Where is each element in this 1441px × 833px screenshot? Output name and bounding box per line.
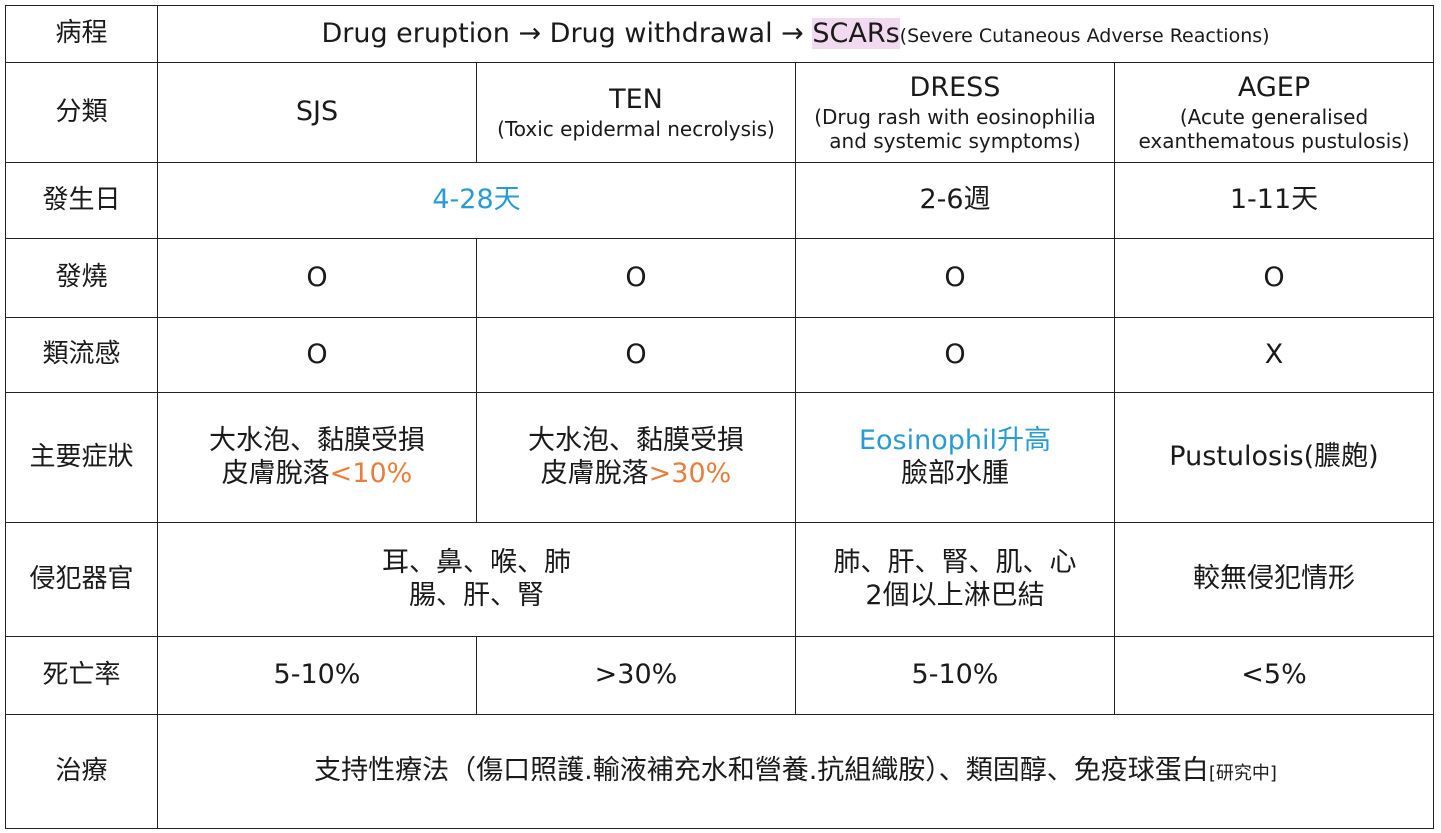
ten-skin-loss: >30% [648,457,732,489]
class-ten: TEN (Toxic epidermal necrolysis) [476,62,796,163]
onset-sjs-ten: 4-28天 [157,162,796,239]
label-flu: 類流感 [5,317,158,393]
label-mortality: 死亡率 [5,636,158,715]
agep-title: AGEP [1237,71,1311,103]
row-classification: 分類 SJS TEN (Toxic epidermal necrolysis) … [5,62,1434,163]
scars-highlight: SCARs [812,17,900,49]
sjs-symptom-line1: 大水泡、黏膜受損 [209,424,425,456]
organs-dress: 肺、肝、腎、肌、心 2個以上淋巴結 [795,522,1115,637]
row-flu: 類流感 O O O X [5,317,1434,393]
row-mortality: 死亡率 5-10% >30% 5-10% <5% [5,636,1434,715]
flu-dress: O [795,317,1115,393]
treatment-text: 支持性療法（傷口照護.輸液補充水和營養.抗組織胺）、類固醇、免疫球蛋白 [314,755,1209,787]
row-fever: 發燒 O O O O [5,238,1434,318]
agep-full-name: (Acute generalised exanthematous pustulo… [1138,104,1410,153]
class-dress: DRESS (Drug rash with eosinophilia and s… [795,62,1115,163]
sjs-title: SJS [295,96,339,128]
dress-eosinophil: Eosinophil升高 [858,424,1052,456]
organs-dress-line1: 肺、肝、腎、肌、心 [833,546,1077,578]
fever-ten: O [476,238,796,318]
organs-agep: 較無侵犯情形 [1114,522,1434,637]
sjs-skin-loss: <10% [329,457,413,489]
label-treatment: 治療 [5,714,158,829]
scars-full-name: (Severe Cutaneous Adverse Reactions) [899,24,1270,47]
ten-full-name: (Toxic epidermal necrolysis) [497,116,775,141]
ten-symptom-line2: 皮膚脫落 [540,457,649,489]
dress-full-name: (Drug rash with eosinophilia and systemi… [814,104,1096,153]
symptoms-dress: Eosinophil升高 臉部水腫 [795,392,1115,523]
symptoms-ten: 大水泡、黏膜受損 皮膚脫落>30% [476,392,796,523]
organs-sjs-ten: 耳、鼻、喉、肺 腸、肝、腎 [157,522,796,637]
course-text: Drug eruption → Drug withdrawal → [321,17,813,49]
onset-agep: 1-11天 [1114,162,1434,239]
class-sjs: SJS [157,62,477,163]
onset-dress: 2-6週 [795,162,1115,239]
label-course: 病程 [5,5,158,63]
organs-sjs-ten-line1: 耳、鼻、喉、肺 [382,546,571,578]
row-treatment: 治療 支持性療法（傷口照護.輸液補充水和營養.抗組織胺）、類固醇、免疫球蛋白[研… [5,714,1434,829]
symptoms-sjs: 大水泡、黏膜受損 皮膚脫落<10% [157,392,477,523]
fever-dress: O [795,238,1115,318]
dress-title: DRESS [909,71,1001,103]
flu-ten: O [476,317,796,393]
course-cell: Drug eruption → Drug withdrawal → SCARs(… [157,5,1434,63]
organs-dress-line2: 2個以上淋巴結 [865,579,1045,611]
label-fever: 發燒 [5,238,158,318]
ten-symptom-line1: 大水泡、黏膜受損 [528,424,744,456]
fever-agep: O [1114,238,1434,318]
symptoms-agep: Pustulosis(膿皰) [1114,392,1434,523]
label-organs: 侵犯器官 [5,522,158,637]
ten-title: TEN [609,83,663,115]
treatment-note: [研究中] [1208,763,1277,785]
flu-agep: X [1114,317,1434,393]
mortality-sjs: 5-10% [157,636,477,715]
row-organs: 侵犯器官 耳、鼻、喉、肺 腸、肝、腎 肺、肝、腎、肌、心 2個以上淋巴結 較無侵… [5,522,1434,637]
mortality-dress: 5-10% [795,636,1115,715]
organs-sjs-ten-line2: 腸、肝、腎 [409,579,544,611]
mortality-ten: >30% [476,636,796,715]
mortality-agep: <5% [1114,636,1434,715]
row-course: 病程 Drug eruption → Drug withdrawal → SCA… [5,5,1434,63]
treatment-cell: 支持性療法（傷口照護.輸液補充水和營養.抗組織胺）、類固醇、免疫球蛋白[研究中] [157,714,1434,829]
fever-sjs: O [157,238,477,318]
label-symptoms: 主要症狀 [5,392,158,523]
scars-comparison-table: 病程 Drug eruption → Drug withdrawal → SCA… [5,5,1434,829]
label-onset: 發生日 [5,162,158,239]
row-onset: 發生日 4-28天 2-6週 1-11天 [5,162,1434,239]
flu-sjs: O [157,317,477,393]
label-classification: 分類 [5,62,158,163]
dress-facial-edema: 臉部水腫 [901,457,1009,489]
sjs-symptom-line2: 皮膚脫落 [221,457,330,489]
row-symptoms: 主要症狀 大水泡、黏膜受損 皮膚脫落<10% 大水泡、黏膜受損 皮膚脫落>30%… [5,392,1434,523]
class-agep: AGEP (Acute generalised exanthematous pu… [1114,62,1434,163]
